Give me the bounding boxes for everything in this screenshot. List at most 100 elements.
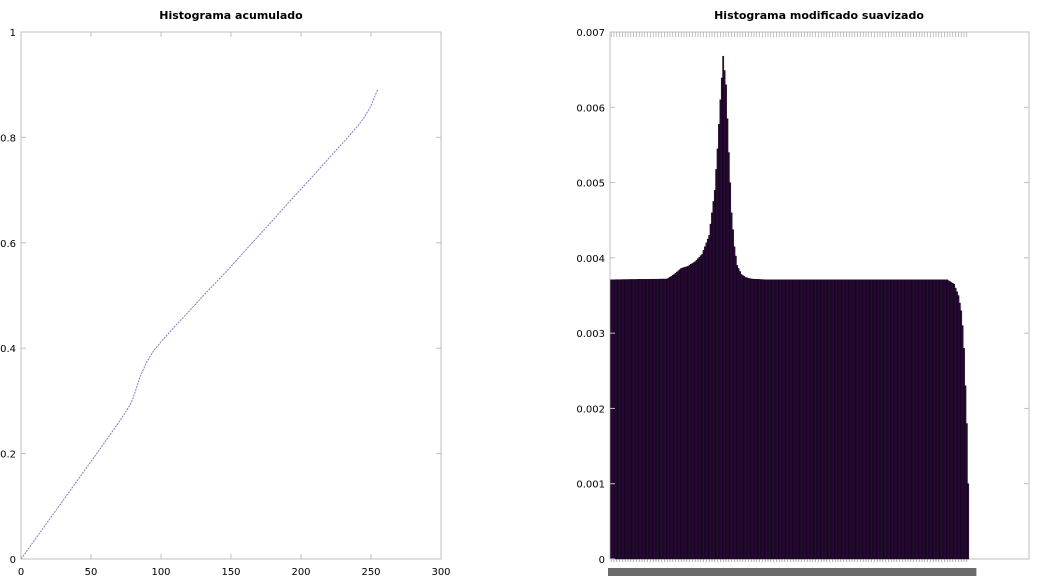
chart2-bar	[807, 279, 810, 560]
chart2-bar	[614, 279, 617, 560]
chart2-bar	[818, 279, 821, 560]
chart2-bar	[702, 250, 705, 560]
chart2-bar	[900, 279, 902, 560]
chart2-bar	[827, 279, 830, 560]
chart2-bar	[734, 255, 737, 560]
chart2-bar	[706, 238, 709, 560]
chart2-bar	[858, 279, 860, 560]
chart2-bar	[638, 279, 641, 560]
chart2-bar	[708, 235, 711, 560]
chart2-bar	[748, 278, 751, 560]
chart2-bar	[765, 279, 768, 560]
chart2-bar	[722, 55, 725, 560]
chart2-bar	[904, 279, 907, 560]
chart2-bar	[789, 279, 792, 560]
chart2-bar	[762, 279, 765, 560]
chart2-bar	[835, 279, 838, 560]
chart2-bar	[678, 269, 681, 560]
chart2-bar	[681, 267, 684, 560]
chart2-bar	[776, 279, 779, 560]
chart2-bar	[660, 278, 663, 560]
chart2-bar	[751, 278, 754, 560]
chart2-bar	[649, 279, 652, 560]
chart2-bar	[811, 279, 814, 560]
chart2-bar	[901, 279, 904, 560]
chart2-y-tick-label: 0.002	[576, 404, 605, 415]
chart2-bar	[625, 279, 628, 560]
chart2-bar	[803, 279, 806, 560]
chart2-bar	[891, 279, 894, 560]
chart2-bar	[690, 264, 692, 560]
chart2-bar	[851, 279, 853, 560]
chart2-bar	[688, 265, 691, 560]
chart2-bar	[788, 279, 790, 560]
chart2-bar	[704, 246, 706, 560]
chart2-bar	[898, 279, 901, 560]
chart2-bar	[723, 70, 726, 560]
chart2-bar	[956, 291, 958, 560]
chart2-bar	[768, 279, 771, 560]
chart2-bar	[779, 279, 782, 560]
chart2-bar	[781, 279, 783, 560]
chart2-bar	[652, 278, 655, 560]
chart2-bar	[814, 279, 817, 560]
chart2-bar	[897, 279, 900, 560]
chart2-bar	[790, 279, 793, 560]
chart1-x-tick-label: 300	[431, 567, 450, 578]
chart2-bar	[823, 279, 825, 560]
chart2-bar	[683, 267, 685, 560]
chart2-bar	[669, 276, 671, 560]
chart2-bar	[848, 279, 851, 560]
chart1-x-tick-label: 250	[361, 567, 380, 578]
chart2-bar	[732, 229, 734, 560]
chart2-bar	[804, 279, 807, 560]
chart2-bar	[785, 279, 788, 560]
chart2-x-tick-labels-overlap	[608, 568, 977, 576]
chart2-bar	[715, 169, 718, 560]
chart2-bar	[725, 84, 727, 560]
chart2-bar	[856, 279, 859, 560]
chart2-bar	[887, 279, 890, 560]
chart2-bar	[877, 279, 880, 560]
chart2-bar	[757, 279, 760, 560]
chart2-bar	[712, 201, 715, 560]
chart2-bar	[866, 279, 869, 560]
chart2-bar	[918, 279, 921, 560]
cumulative-histogram-chart: Histograma acumulado 0 50 100 150 200 250 3000…	[0, 9, 450, 578]
chart2-bar	[739, 271, 741, 560]
chart2-bar	[964, 385, 967, 560]
chart2-bar	[786, 279, 789, 560]
chart2-bar	[684, 266, 687, 560]
chart2-bar	[705, 242, 708, 560]
chart2-bar	[855, 279, 858, 560]
chart2-title: Histograma modificado suavizado	[714, 9, 924, 22]
chart2-bar	[775, 279, 778, 560]
chart2-bar	[965, 423, 968, 560]
chart2-bar	[670, 276, 673, 560]
chart2-bar	[799, 279, 802, 560]
smoothed-histogram-chart: Histograma modificado suavizado 0 0.001 0.…	[576, 9, 1030, 576]
chart2-bar	[865, 279, 867, 560]
chart2-bar	[863, 279, 866, 560]
chart2-bar	[946, 279, 949, 560]
chart2-bar	[793, 279, 796, 560]
chart2-bar	[685, 266, 688, 560]
chart2-bar	[839, 279, 842, 560]
chart2-bar	[951, 283, 954, 560]
chart2-bar	[783, 279, 786, 560]
chart2-y-tick-label: 0.005	[576, 179, 605, 190]
chart2-bar	[939, 279, 942, 560]
chart2-bar	[642, 279, 645, 560]
chart1-ticks: 0 50 100 150 200 250 300 0 0.2 0.4 0.6 0.8 1	[0, 28, 450, 578]
chart2-bar	[716, 148, 719, 560]
chart2-bar	[699, 255, 702, 560]
chart2-bar	[657, 278, 660, 560]
chart2-bar	[869, 279, 872, 560]
chart2-bar	[879, 279, 881, 560]
chart2-bar	[886, 279, 888, 560]
chart2-bar	[627, 279, 629, 560]
chart2-bar	[937, 279, 940, 560]
chart2-bar	[643, 279, 646, 560]
chart1-y-tick-label: 0.8	[0, 133, 16, 144]
chart2-bar	[664, 278, 667, 560]
